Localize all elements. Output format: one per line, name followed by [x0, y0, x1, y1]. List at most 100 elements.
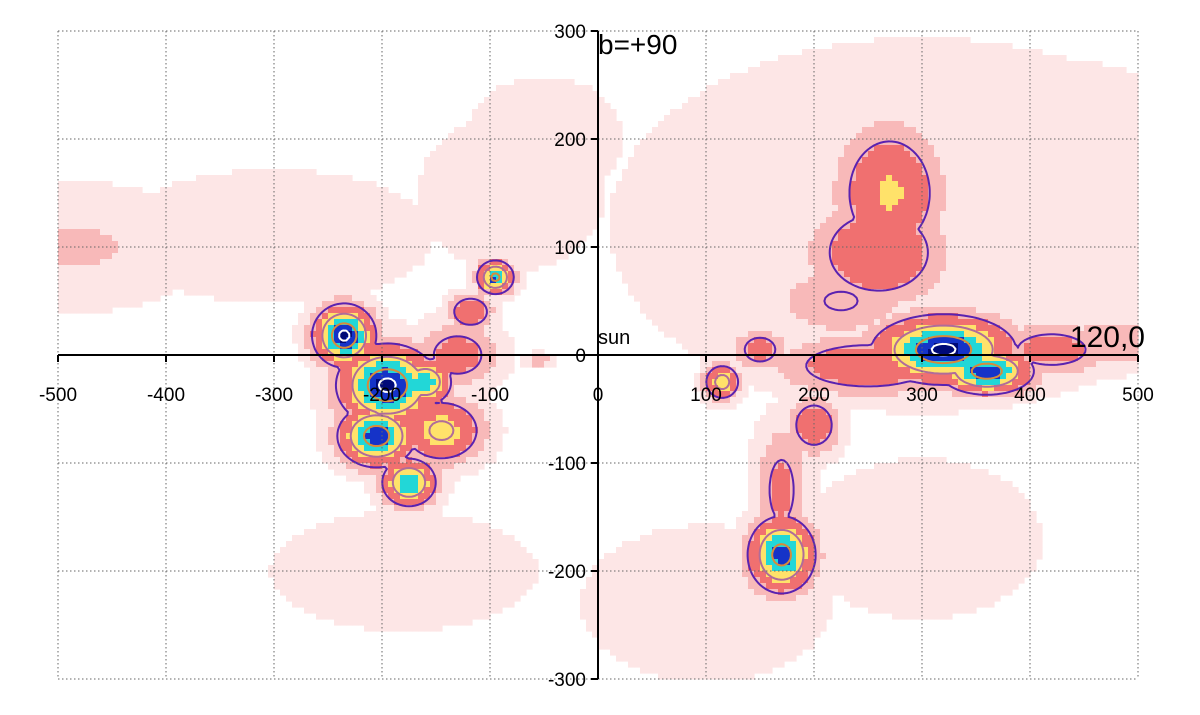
- heatmap-cell: [676, 157, 683, 164]
- heatmap-cell: [622, 247, 629, 254]
- heatmap-cell: [892, 73, 899, 80]
- heatmap-cell: [814, 199, 821, 206]
- heatmap-cell: [802, 193, 809, 200]
- heatmap-cell: [442, 169, 449, 176]
- heatmap-cell: [190, 241, 197, 248]
- heatmap-cell: [376, 235, 383, 242]
- heatmap-cell: [658, 193, 665, 200]
- heatmap-cell: [232, 223, 239, 230]
- heatmap-cell: [718, 223, 725, 230]
- heatmap-cell: [766, 133, 773, 140]
- heatmap-cell: [268, 217, 275, 224]
- heatmap-cell: [964, 157, 971, 164]
- heatmap-cell: [934, 67, 941, 74]
- heatmap-cell: [700, 109, 707, 116]
- heatmap-cell: [490, 169, 497, 176]
- heatmap-cell: [676, 223, 683, 230]
- heatmap-cell: [964, 43, 971, 50]
- heatmap-cell: [886, 97, 893, 104]
- heatmap-cell: [88, 253, 95, 260]
- heatmap-cell: [790, 145, 797, 152]
- heatmap-cell: [58, 181, 65, 188]
- heatmap-cell: [940, 181, 947, 188]
- heatmap-cell: [778, 133, 785, 140]
- heatmap-cell: [250, 277, 257, 284]
- heatmap-cell: [880, 37, 887, 44]
- heatmap-cell: [700, 139, 707, 146]
- heatmap-cell: [544, 169, 551, 176]
- heatmap-cell: [790, 175, 797, 182]
- heatmap-cell: [112, 265, 119, 272]
- heatmap-cell: [874, 169, 881, 176]
- heatmap-cell: [88, 217, 95, 224]
- heatmap-cell: [586, 181, 593, 188]
- heatmap-cell: [532, 229, 539, 236]
- heatmap-cell: [538, 187, 545, 194]
- heatmap-cell: [958, 133, 965, 140]
- heatmap-cell: [802, 229, 809, 236]
- heatmap-cell: [388, 259, 395, 266]
- heatmap-cell: [850, 127, 857, 134]
- heatmap-cell: [862, 73, 869, 80]
- heatmap-cell: [1114, 193, 1121, 200]
- heatmap-cell: [466, 247, 473, 254]
- heatmap-cell: [1018, 151, 1025, 158]
- heatmap-cell: [232, 181, 239, 188]
- heatmap-cell: [1036, 103, 1043, 110]
- heatmap-cell: [604, 139, 611, 146]
- heatmap-cell: [976, 91, 983, 98]
- heatmap-cell: [610, 241, 617, 248]
- heatmap-cell: [1000, 175, 1007, 182]
- heatmap-cell: [280, 211, 287, 218]
- heatmap-cell: [976, 235, 983, 242]
- heatmap-cell: [1054, 157, 1061, 164]
- heatmap-cell: [796, 199, 803, 206]
- heatmap-cell: [574, 229, 581, 236]
- heatmap-cell: [1108, 91, 1115, 98]
- heatmap-cell: [976, 157, 983, 164]
- heatmap-cell: [1000, 223, 1007, 230]
- heatmap-cell: [88, 199, 95, 206]
- heatmap-cell: [1000, 235, 1007, 242]
- heatmap-cell: [1090, 211, 1097, 218]
- heatmap-cell: [100, 253, 107, 260]
- heatmap-cell: [292, 211, 299, 218]
- heatmap-cell: [1084, 271, 1091, 278]
- heatmap-cell: [598, 127, 605, 134]
- heatmap-cell: [586, 211, 593, 218]
- heatmap-cell: [922, 265, 929, 272]
- heatmap-cell: [754, 235, 761, 242]
- heatmap-cell: [424, 157, 431, 164]
- heatmap-cell: [952, 61, 959, 68]
- heatmap-cell: [1084, 97, 1091, 104]
- heatmap-cell: [1012, 259, 1019, 266]
- heatmap-cell: [538, 127, 545, 134]
- heatmap-cell: [1102, 265, 1109, 272]
- heatmap-cell: [628, 277, 635, 284]
- heatmap-cell: [448, 187, 455, 194]
- heatmap-cell: [718, 139, 725, 146]
- heatmap-cell: [436, 193, 443, 200]
- heatmap-cell: [280, 205, 287, 212]
- heatmap-cell: [352, 211, 359, 218]
- heatmap-cell: [124, 211, 131, 218]
- heatmap-cell: [910, 139, 917, 146]
- heatmap-cell: [754, 79, 761, 86]
- heatmap-cell: [778, 127, 785, 134]
- heatmap-cell: [688, 157, 695, 164]
- heatmap-cell: [922, 145, 929, 152]
- heatmap-cell: [478, 199, 485, 206]
- heatmap-cell: [496, 235, 503, 242]
- heatmap-cell: [688, 193, 695, 200]
- heatmap-cell: [874, 163, 881, 170]
- heatmap-cell: [892, 223, 899, 230]
- heatmap-cell: [958, 97, 965, 104]
- heatmap-cell: [784, 223, 791, 230]
- heatmap-cell: [766, 145, 773, 152]
- heatmap-cell: [952, 151, 959, 158]
- heatmap-cell: [460, 193, 467, 200]
- heatmap-cell: [388, 241, 395, 248]
- heatmap-cell: [580, 151, 587, 158]
- heatmap-cell: [58, 187, 65, 194]
- heatmap-cell: [796, 181, 803, 188]
